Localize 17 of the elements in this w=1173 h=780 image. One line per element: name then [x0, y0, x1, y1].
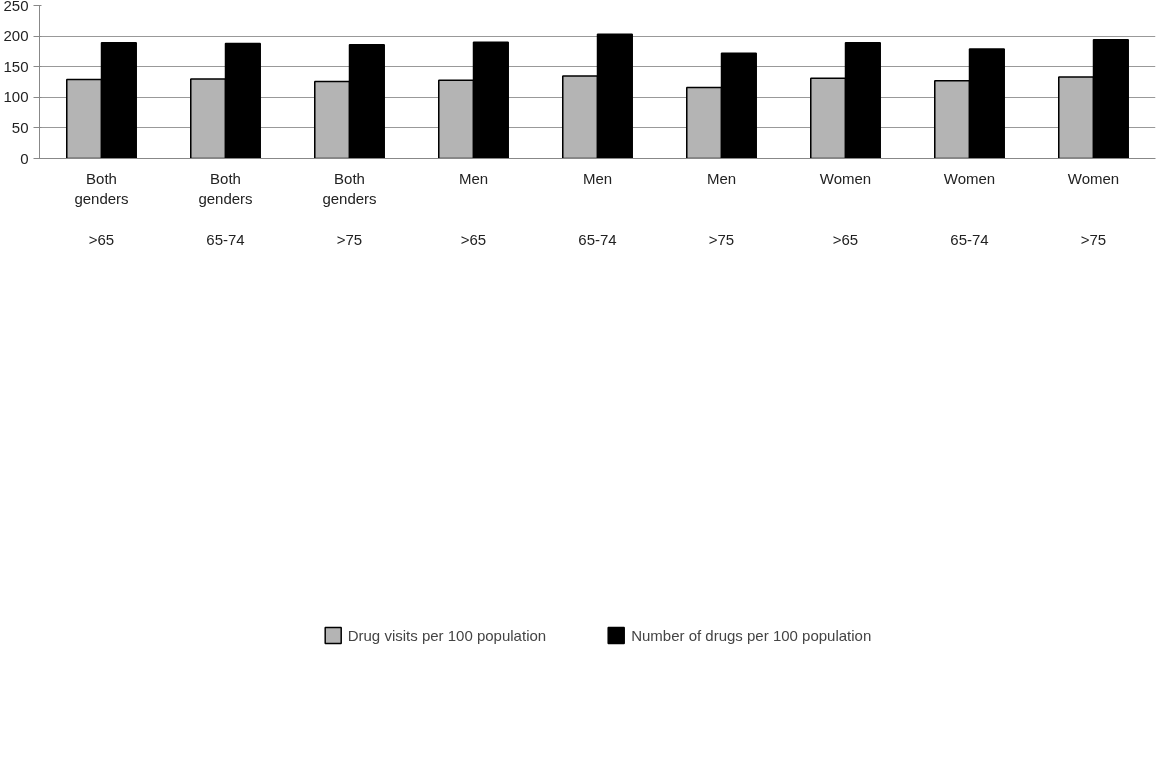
- category-label: Women >75: [1067, 169, 1120, 248]
- category-label: Women 65-74: [943, 169, 996, 248]
- y-tick-label: 150: [3, 57, 29, 75]
- category-label: Men >65: [458, 169, 489, 248]
- category-label: Both genders >75: [322, 169, 377, 248]
- y-tick-label: 100: [3, 88, 29, 106]
- y-tick-label: 50: [11, 118, 29, 136]
- legend-label: Drug visits per 100 population: [347, 626, 547, 644]
- category-label: Men 65-74: [578, 169, 617, 248]
- category-label: Both genders 65-74: [198, 169, 253, 248]
- category-label: Men >75: [706, 169, 737, 248]
- category-label: Both genders >65: [74, 169, 129, 248]
- legend-label: Number of drugs per 100 population: [631, 626, 872, 644]
- y-tick-label: 200: [3, 27, 29, 45]
- category-label: Women >65: [819, 169, 872, 248]
- y-tick-label: 250: [3, 0, 29, 14]
- y-tick-label: 0: [20, 149, 29, 167]
